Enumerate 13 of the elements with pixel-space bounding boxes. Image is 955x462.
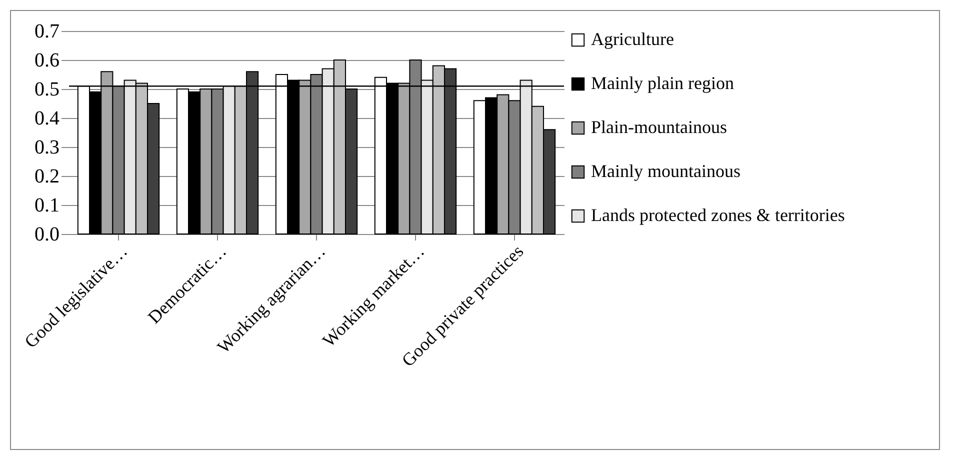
legend-label: Mainly plain region [591,73,734,93]
y-tick-label: 0.4 [34,108,60,130]
y-tick-label: 0.0 [34,224,60,246]
legend-label: Agriculture [591,29,674,49]
y-tick-label: 0.1 [34,194,60,216]
y-tick-label: 0.7 [34,20,60,42]
legend-label: Mainly mountainous [591,161,740,181]
legend-label: Lands protected zones & territories [591,205,845,225]
y-tick-label: 0.2 [34,166,60,188]
y-tick-label: 0.6 [34,50,60,72]
y-tick-label: 0.3 [34,136,60,158]
legend-label: Plain-mountainous [591,117,727,137]
y-tick-label: 0.5 [34,78,60,100]
